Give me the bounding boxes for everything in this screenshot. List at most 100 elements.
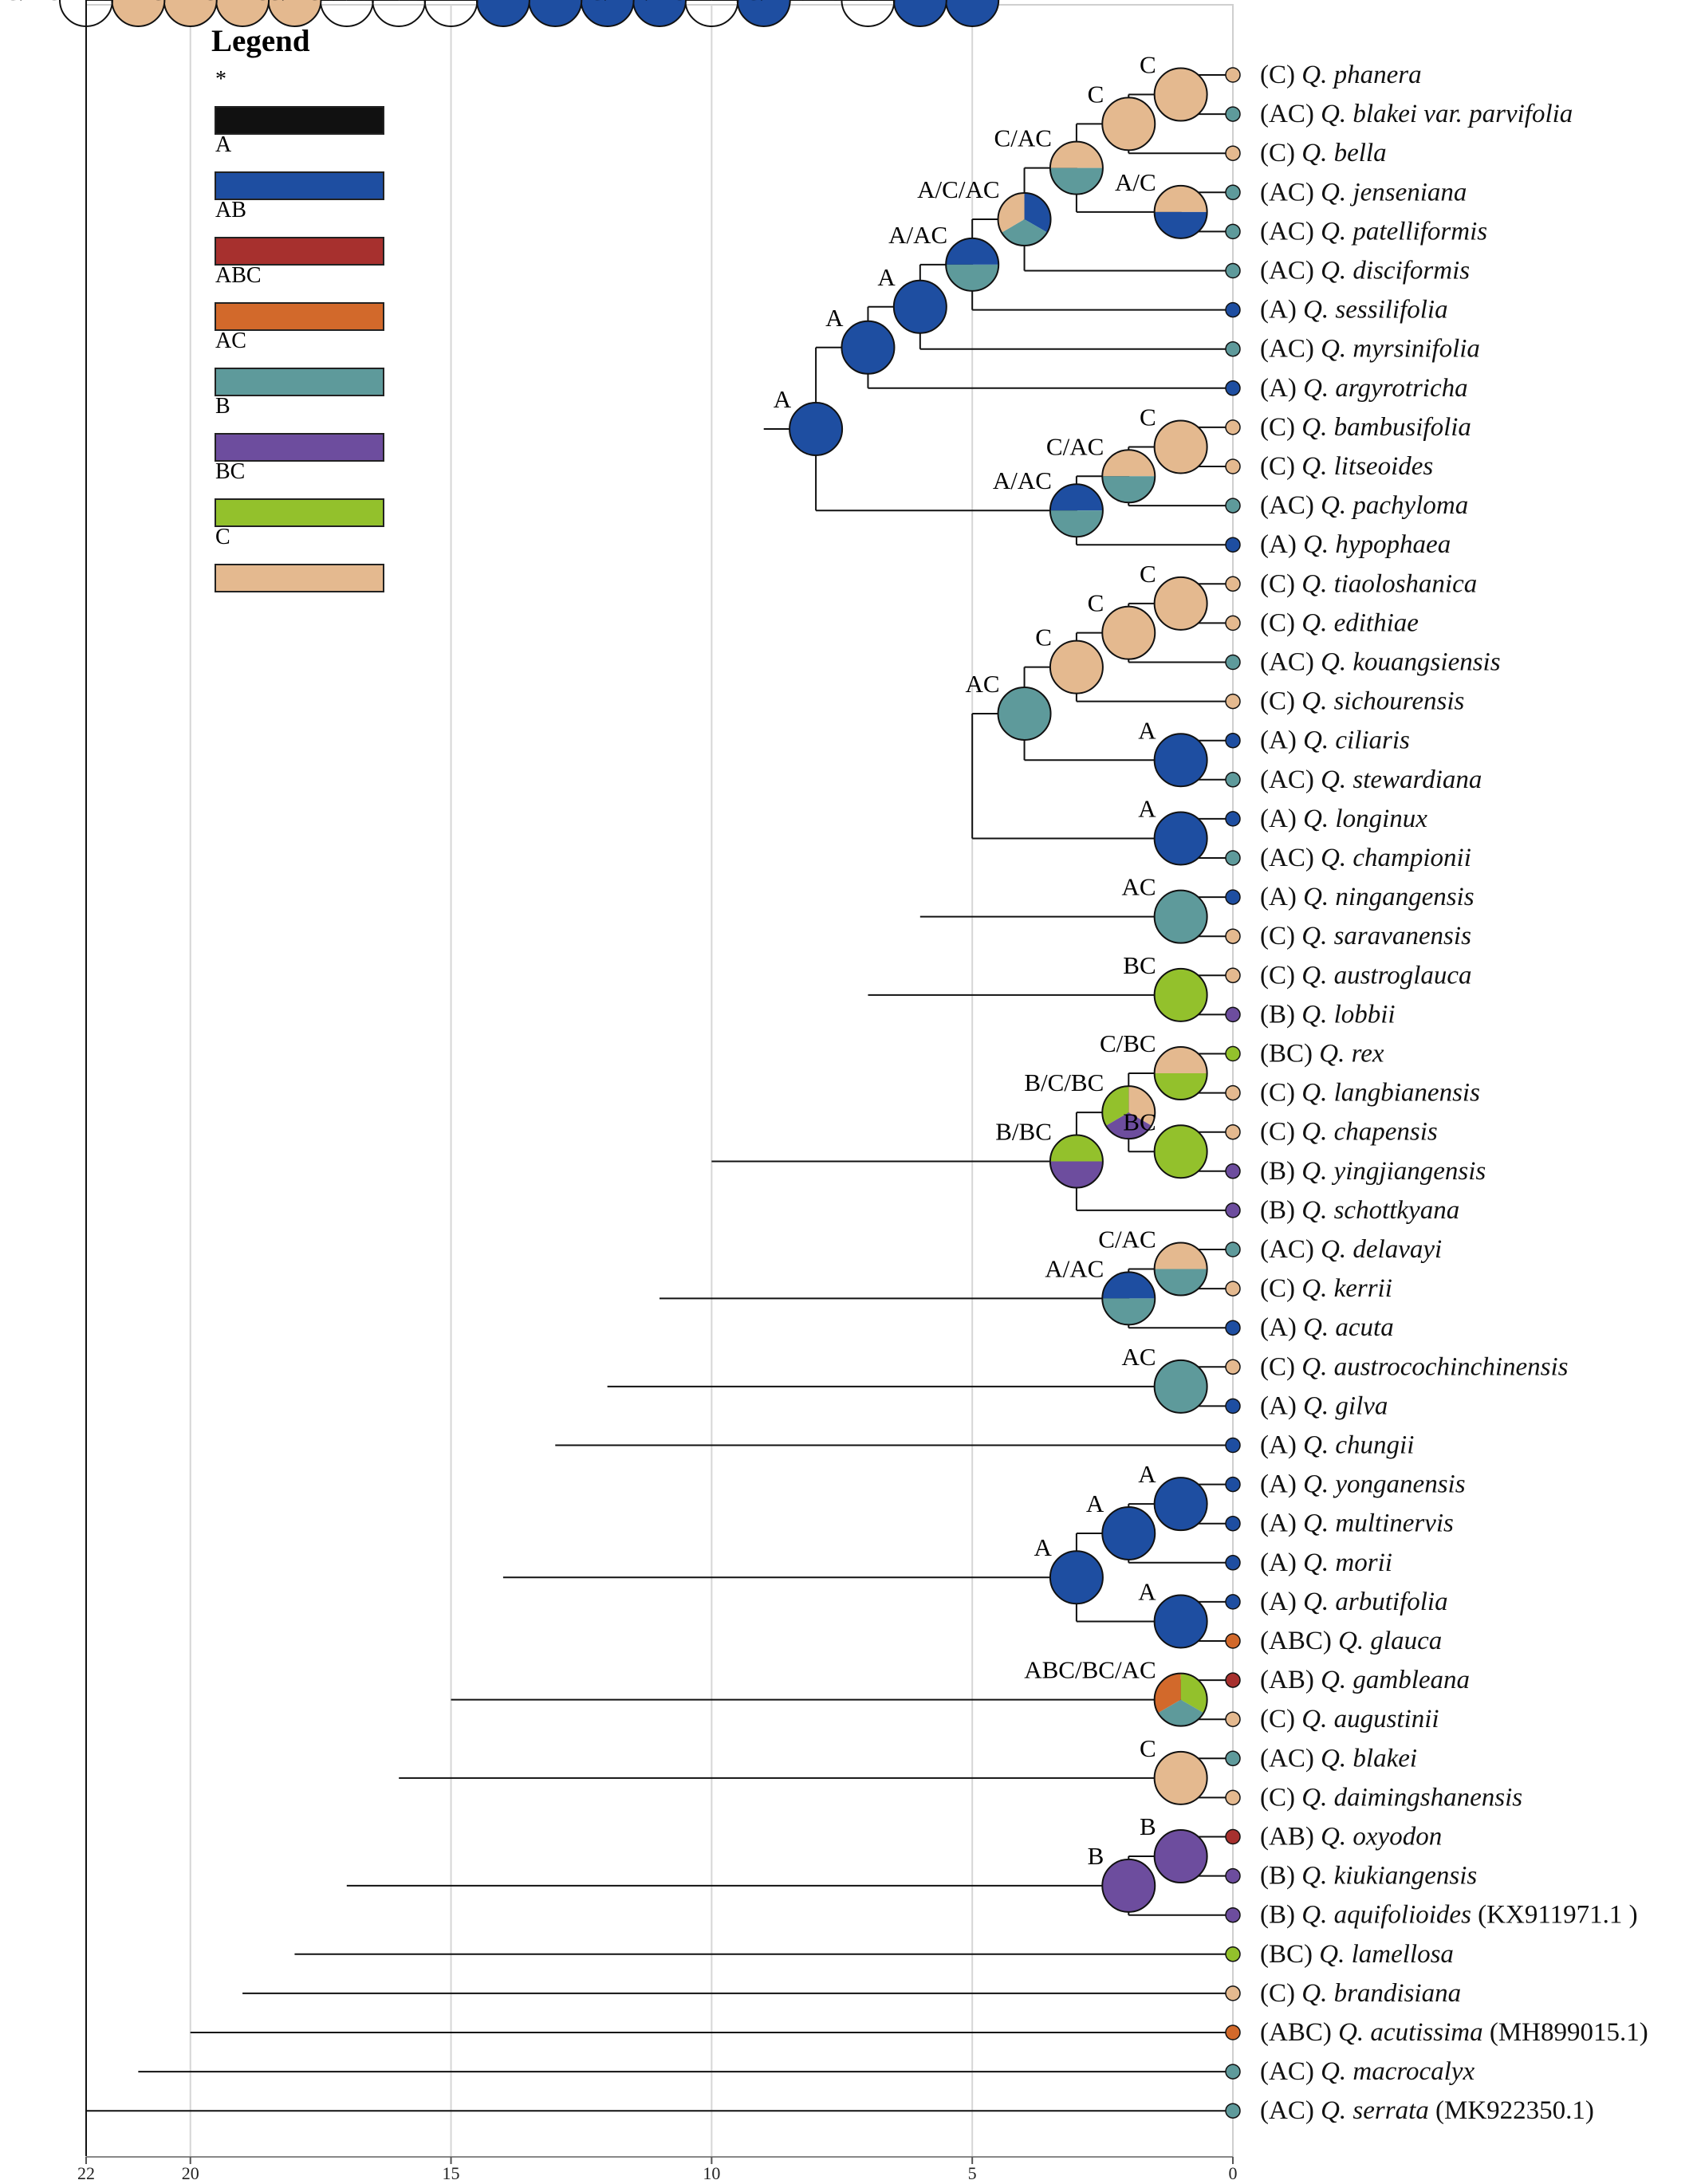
taxon-area-code: (ABC) [1260,2018,1338,2047]
taxon-name: Q. chungii [1303,1431,1414,1460]
node-pie-n51 [111,0,166,27]
tip-state-marker [1225,654,1241,671]
taxon-accession: (MH899015.1) [1483,2018,1648,2047]
node-state-label: AC [965,670,999,698]
taxon-area-code: (B) [1260,1862,1301,1891]
node-state-label: C [254,0,270,6]
node-state-label: C [1140,403,1156,431]
taxon-label: (C) Q. saravanensis [1260,922,1471,950]
node-state-label: A [1086,1489,1104,1517]
node-state-label: A/C [1115,168,1156,196]
taxon-area-code: (C) [1260,1118,1301,1147]
taxon-label: (C) Q. bella [1260,139,1387,167]
taxon-label: (B) Q. yingjiangensis [1260,1157,1486,1186]
node-pie-n9 [1153,419,1208,474]
tip-state-marker [1225,1437,1241,1454]
node-pie-n8 [841,320,896,375]
node-pie-n1 [1153,67,1208,122]
node-state-label: C [201,0,218,6]
taxon-label: (A) Q. hypophaea [1260,530,1451,559]
taxon-label: (AC) Q. blakei [1260,1744,1417,1773]
taxon-name: Q. austroglauca [1301,961,1471,990]
taxon-area-code: (AC) [1260,844,1321,872]
taxon-name: Q. argyrotricha [1303,374,1468,403]
tip-state-marker [1225,1123,1241,1140]
taxon-label: (AC) Q. championii [1260,844,1471,872]
tip-markers [1225,67,1241,2119]
node-pie-n23 [841,0,896,27]
node-pie-n19 [1153,811,1208,866]
node-pie-n35 [528,0,583,27]
taxon-label: (B) Q. lobbii [1260,1000,1396,1029]
taxon-name: Q. patelliformis [1321,217,1487,246]
taxon-label: (AC) Q. serrata (MK922350.1) [1260,2096,1594,2125]
taxon-area-code: (C) [1260,139,1301,167]
legend-item-label: A [215,132,232,157]
node-pie-n44 [372,0,427,27]
node-pie-n52 [59,0,113,27]
tip-state-marker [1225,1750,1241,1767]
tip-state-marker [1225,967,1241,984]
tip-state-marker [1225,2103,1241,2119]
taxon-name: Q. kouangsiensis [1321,648,1501,677]
node-pie-n13 [1153,576,1208,631]
legend-swatch [215,433,384,462]
taxon-area-code: (AC) [1260,491,1321,520]
taxon-area-code: (C) [1260,413,1301,442]
node-state-label: BC [1123,951,1156,979]
taxon-name: Q. brandisiana [1301,1979,1461,2008]
node-state-label: A/AC [993,466,1052,494]
taxon-name: Q. kiukiangensis [1301,1862,1477,1891]
taxon-area-code: (ABC) [1260,1627,1338,1655]
tip-state-marker [1225,615,1241,632]
node-state-label: A [877,263,896,291]
taxon-name: Q. oxyodon [1321,1823,1442,1851]
taxon-area-code: (C) [1260,1705,1301,1733]
tip-state-marker [1225,1946,1241,1962]
taxon-area-code: (A) [1260,374,1303,403]
taxon-area-code: (C) [1260,608,1301,637]
taxon-name: Q. edithiae [1301,608,1419,637]
taxon-name: Q. championii [1321,844,1471,872]
taxon-labels: CCA/CC/ACA/C/ACA/ACAACC/ACA/ACACCCAACAAA… [4,0,1648,2125]
taxon-label: (C) Q. daimingshanensis [1260,1783,1522,1812]
tip-state-marker [1225,419,1241,435]
node-state-label: C [97,0,114,6]
taxon-area-code: (C) [1260,1979,1301,2008]
node-pie-n21 [892,0,947,27]
taxon-name: Q. yonganensis [1303,1470,1465,1499]
tip-state-marker [1225,1320,1241,1336]
node-pie-n39 [1049,1550,1104,1605]
taxon-label: (C) Q. tiaoloshanica [1260,569,1477,598]
taxon-label: (A) Q. argyrotricha [1260,374,1468,403]
taxon-name: Q. myrsinifolia [1321,335,1480,364]
taxon-name: Q. lobbii [1301,1000,1395,1029]
tip-state-marker [1225,106,1241,122]
legend-swatch [215,564,384,592]
node-state-label: BC [1123,1108,1156,1135]
axis-tick-label: 20 [182,2163,199,2183]
node-pie-n32 [632,0,687,27]
node-state-label: C [1088,80,1104,108]
node-state-label: B/C/BC [1024,1068,1104,1096]
node-pie-n5 [997,192,1052,247]
taxon-label: (AB) Q. gambleana [1260,1666,1470,1694]
legend-item-label: AC [215,329,246,353]
axis-tick-label: 5 [968,2163,977,2183]
axis-tick-label: 10 [703,2163,720,2183]
tip-state-marker [1225,1633,1241,1649]
taxon-label: (A) Q. ningangensis [1260,883,1475,911]
node-state-label: B [1140,1812,1156,1840]
node-pie-n48 [267,0,322,27]
taxon-area-code: (AB) [1260,1666,1321,1694]
taxon-label: (AC) Q. delavayi [1260,1235,1442,1264]
taxon-label: (ABC) Q. acutissima (MH899015.1) [1260,2018,1648,2047]
taxon-area-code: (AB) [1260,1823,1321,1851]
node-state-label: A/AC/ABC [309,0,426,6]
ancestral-state-pies [59,0,1208,1913]
taxon-label: (ABC) Q. glauca [1260,1627,1442,1655]
tip-state-marker [1225,1045,1241,1062]
pie-slice-ac [1158,1699,1204,1726]
taxon-name: Q. augustinii [1301,1705,1439,1733]
legend-title: Legend [211,24,310,58]
